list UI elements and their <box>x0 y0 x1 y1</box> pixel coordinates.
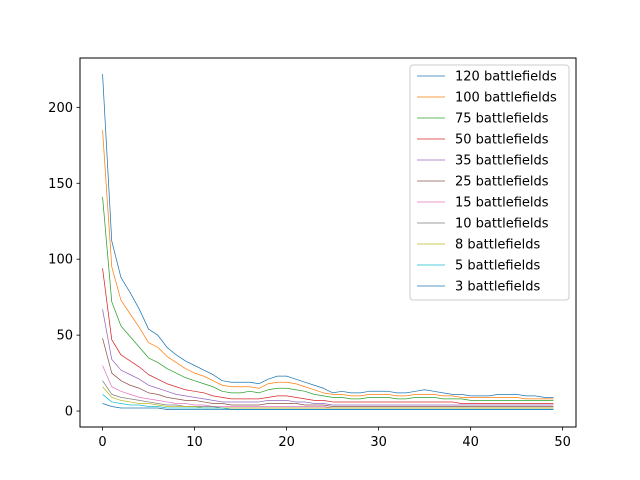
series-line-4 <box>102 309 554 406</box>
legend-label: 8 battlefields <box>455 238 540 253</box>
x-tick-label: 30 <box>370 435 387 450</box>
x-tick-label: 40 <box>462 435 479 450</box>
series-layer <box>102 73 554 410</box>
y-axis: 0 50 100 150 200 <box>48 101 80 420</box>
x-axis: 0 10 20 30 40 50 <box>98 427 571 450</box>
y-tick-label: 0 <box>65 405 73 420</box>
legend-box <box>409 64 570 301</box>
x-tick-label: 10 <box>186 435 203 450</box>
legend-label: 75 battlefields <box>455 112 549 127</box>
series-line-10 <box>102 403 554 410</box>
series-line-1 <box>102 130 554 400</box>
series-line-3 <box>102 268 554 404</box>
series-line-5 <box>102 338 554 407</box>
y-tick-label: 150 <box>48 177 73 192</box>
legend-label: 120 battlefields <box>455 70 557 85</box>
legend-label: 5 battlefields <box>455 259 540 274</box>
legend: 120 battlefields 100 battlefields 75 battl… <box>409 64 570 301</box>
series-line-0 <box>102 73 554 398</box>
series-line-8 <box>102 386 554 409</box>
series-line-2 <box>102 196 554 401</box>
y-tick-label: 200 <box>48 101 73 116</box>
legend-label: 25 battlefields <box>455 175 549 190</box>
legend-label: 35 battlefields <box>455 154 549 169</box>
y-tick-label: 100 <box>48 253 73 268</box>
legend-label: 10 battlefields <box>455 217 549 232</box>
legend-label: 50 battlefields <box>455 133 549 148</box>
legend-label: 3 battlefields <box>455 280 540 295</box>
plot-frame <box>79 57 577 428</box>
y-tick-label: 50 <box>56 329 73 344</box>
x-tick-label: 50 <box>554 435 571 450</box>
x-tick-label: 0 <box>98 435 106 450</box>
legend-label: 100 battlefields <box>455 91 557 106</box>
x-tick-label: 20 <box>278 435 295 450</box>
legend-label: 15 battlefields <box>455 196 549 211</box>
